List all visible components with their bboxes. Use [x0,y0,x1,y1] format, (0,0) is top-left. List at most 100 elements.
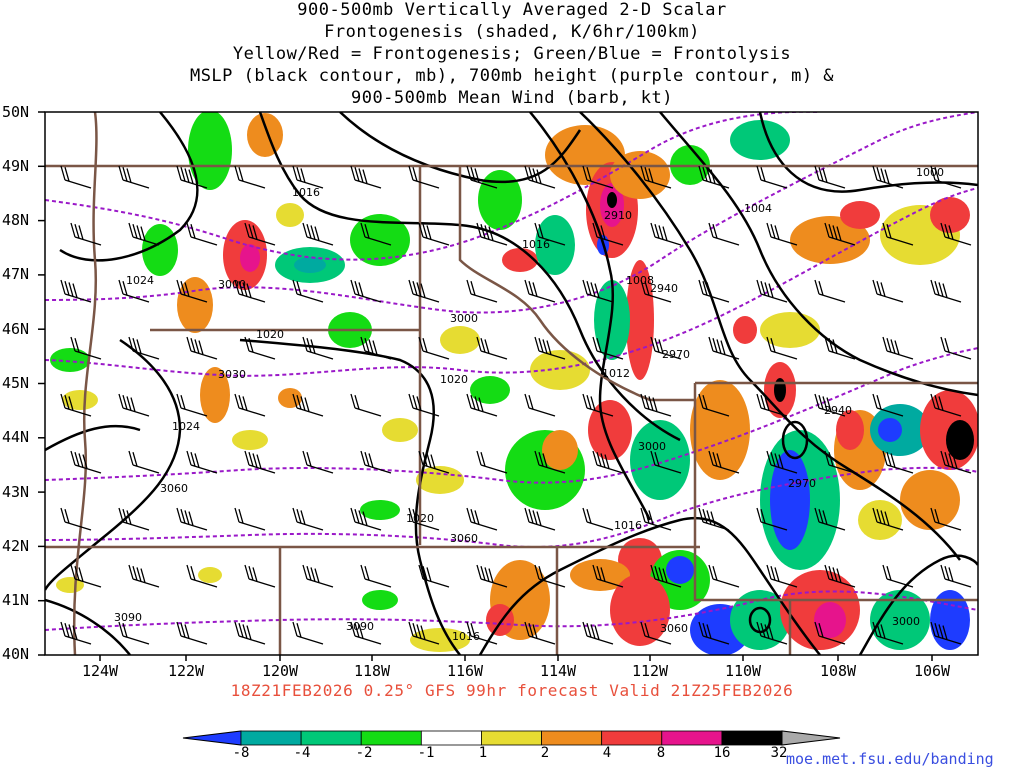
height-label: 3090 [346,620,374,633]
wind-barb [476,336,508,360]
wind-barb [292,165,324,189]
wind-barb [128,336,160,360]
wind-barb [302,564,334,588]
wind-barb [756,165,788,189]
height-label: 2970 [662,348,690,361]
lon-label: 120W [261,662,299,680]
wind-barb [582,507,614,531]
wind-barb [824,222,856,246]
wind-barb [418,564,450,588]
mslp-label: 1024 [172,420,200,433]
colorbar-label: 4 [602,745,612,761]
wind-barb [882,450,914,474]
height-label: 3000 [450,312,478,325]
wind-barb [292,507,324,531]
political-borders [45,112,978,655]
wind-barb [756,507,788,531]
wind-barb [940,450,972,474]
wind-barb [186,336,218,360]
mslp-label: 1020 [256,328,284,341]
colorbar-swatch [601,730,663,746]
wind-barb [244,450,276,474]
mslp-label: 1000 [916,166,944,179]
wind-barb [698,621,730,645]
wind-barb [128,450,160,474]
colorbar-swatch [420,730,482,746]
wind-barb [640,279,672,303]
wind-barb [302,336,334,360]
title-line-3: Yellow/Red = Frontogenesis; Green/Blue =… [232,44,792,64]
height-label: 2940 [824,404,852,417]
height-label: 2910 [604,209,632,222]
height-label: 3000 [638,440,666,453]
mslp-label: 1024 [126,274,154,287]
wind-barb [408,279,440,303]
wind-barb [582,165,614,189]
lat-label: 50N [2,103,30,121]
wind-barb [872,165,904,189]
wind-barb [698,279,730,303]
wind-barb [70,222,102,246]
wind-barb [128,564,160,588]
lat-label: 46N [2,320,30,338]
wind-barb [814,621,846,645]
wind-barb [176,621,208,645]
wind-barb [698,393,730,417]
wind-barb [766,450,798,474]
wind-barb [650,222,682,246]
wind-barb [186,450,218,474]
lon-label: 108W [819,662,857,680]
wind-barb [524,621,556,645]
wind-barb [466,279,498,303]
wind-barb [582,393,614,417]
colorbar-label: 32 [770,745,788,761]
wind-barb [292,393,324,417]
wind-barb [534,222,566,246]
wind-barb [476,564,508,588]
wind-barb [176,165,208,189]
colorbar-label: 8 [656,745,666,761]
lon-label: 116W [446,662,484,680]
wind-barb [60,165,92,189]
colorbar-swatch [360,730,422,746]
mslp-label: 1004 [744,202,772,215]
credit-link[interactable]: moe.met.fsu.edu/banding [786,750,994,768]
wind-barb [534,450,566,474]
title-line-4: MSLP (black contour, mb), 700mb height (… [189,66,835,86]
lat-label: 44N [2,428,30,446]
wind-barb [592,336,624,360]
wind-barb [466,393,498,417]
wind-barb [118,279,150,303]
wind-barb [930,507,962,531]
wind-barb [350,621,382,645]
wind-barb [582,279,614,303]
contour-labels: 1016 1024 1020 1024 1016 1020 1020 1012 … [114,166,944,643]
colorbar [182,730,841,746]
wind-barb [582,621,614,645]
wind-barb [930,165,962,189]
wind-barb [234,393,266,417]
colorbar-swatch [661,730,723,746]
wind-barb [350,507,382,531]
wind-barb [940,222,972,246]
wind-barb [524,279,556,303]
wind-barb [814,393,846,417]
wind-barb [302,450,334,474]
axis-ticks [38,111,933,661]
lon-label: 110W [724,662,762,680]
wind-barb [872,393,904,417]
wind-barb [176,393,208,417]
wind-barb [118,393,150,417]
wind-barb [650,336,682,360]
wind-barb [360,336,392,360]
wind-barb [70,450,102,474]
wind-barb [872,507,904,531]
wind-barb [186,564,218,588]
wind-barb [70,564,102,588]
wind-barb [60,507,92,531]
wind-barb [350,393,382,417]
lat-label: 42N [2,537,30,555]
lon-label: 118W [353,662,391,680]
wind-barb [128,222,160,246]
